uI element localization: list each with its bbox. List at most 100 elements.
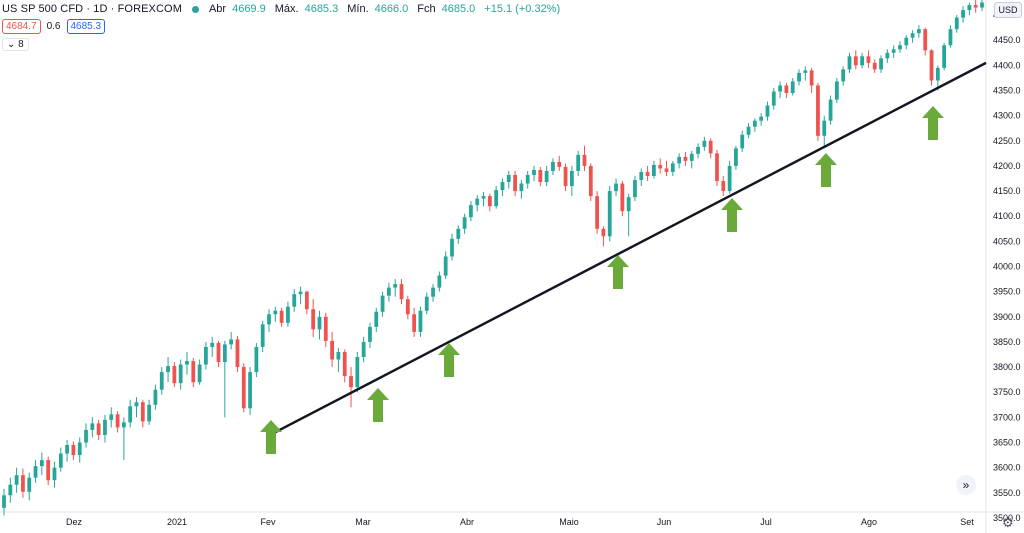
candle-body [847, 56, 852, 70]
quote-row: 4684.7 0.6 4685.3 [2, 19, 106, 34]
candle-body [279, 310, 284, 323]
up-arrow-icon [607, 255, 629, 289]
time-tick-label: Abr [460, 517, 474, 527]
up-arrow-icon [922, 106, 944, 140]
candle-body [248, 372, 252, 409]
candle-body [954, 17, 959, 30]
candle-body [948, 29, 953, 46]
time-tick-label: Set [960, 517, 974, 527]
candle-body [702, 140, 707, 147]
change-value: +15.1 (+0.32%) [484, 3, 561, 15]
candle-body [633, 180, 637, 198]
candle-body [721, 181, 726, 192]
price-tick-label: 4350.0 [993, 86, 1021, 96]
indicators-toggle[interactable]: ⌄ 8 [2, 38, 29, 51]
symbol-title[interactable]: US SP 500 CFD · 1D · FOREXCOM [2, 3, 182, 15]
candle-body [330, 340, 334, 360]
candle-body [267, 314, 271, 325]
candle-body [967, 5, 972, 11]
candle-body [437, 275, 442, 288]
price-tick-label: 4100.0 [993, 211, 1021, 221]
candle-body [683, 156, 688, 161]
buy-price-button[interactable]: 4685.3 [66, 19, 106, 34]
time-tick-label: Jul [760, 517, 772, 527]
open-value: 4669.9 [232, 3, 266, 15]
plot-area[interactable] [0, 0, 986, 512]
candle-body [431, 287, 435, 297]
candle-body [443, 256, 448, 276]
candle-body [14, 475, 19, 485]
candle-body [652, 164, 656, 176]
candle-body [121, 422, 126, 428]
price-tick-label: 3800.0 [993, 362, 1021, 372]
currency-button[interactable]: USD [994, 2, 1022, 18]
candle-body [513, 174, 517, 192]
candle-body [178, 364, 183, 384]
candle-body [241, 367, 246, 409]
candle-body [185, 361, 189, 365]
candle-body [260, 324, 265, 347]
close-value: 4685.0 [441, 3, 476, 15]
candle-body [765, 105, 770, 117]
double-chevron-right-icon[interactable]: » [956, 475, 976, 495]
candle-body [58, 453, 63, 468]
price-tick-label: 4000.0 [993, 262, 1021, 272]
candle-body [298, 291, 303, 295]
candle-body [500, 182, 505, 191]
candle-body [204, 346, 208, 365]
candle-body [582, 154, 587, 166]
sell-price-button[interactable]: 4684.7 [2, 19, 41, 34]
candle-body [8, 484, 13, 496]
candle-body [853, 56, 858, 66]
price-tick-label: 4400.0 [993, 60, 1021, 70]
candle-body [557, 161, 562, 167]
candle-body [39, 460, 44, 467]
candle-body [519, 183, 524, 192]
candle-body [172, 366, 177, 384]
candle-body [790, 81, 795, 94]
candle-body [229, 339, 234, 345]
candle-body [361, 341, 366, 358]
symbol-header: US SP 500 CFD · 1D · FOREXCOM Abr 4669.9 … [2, 3, 563, 15]
price-axis[interactable]: 3500.0 3550.0 3600.0 3650.0 3700.0 3750.0 3800… [993, 10, 1021, 523]
candle-body [52, 467, 57, 481]
candle-body [784, 85, 789, 94]
trendline[interactable] [269, 61, 987, 437]
candle-body [771, 91, 776, 106]
chevron-down-icon: ⌄ [7, 39, 16, 50]
time-axis[interactable]: Dez 2021 Fev Mar Abr Maio Jun Jul Ago Set [66, 517, 974, 527]
candle-body [336, 351, 341, 360]
candle-body [910, 33, 915, 38]
candle-body [159, 372, 164, 390]
time-tick-label: Mar [355, 517, 371, 527]
candle-body [689, 153, 694, 161]
up-arrow-icon [721, 198, 743, 232]
candle-body [65, 445, 69, 454]
candle-body [393, 284, 398, 288]
candle-body [487, 196, 492, 207]
time-tick-label: Ago [861, 517, 877, 527]
candle-body [380, 295, 385, 312]
time-tick-label: Fev [260, 517, 276, 527]
candle-body [923, 29, 928, 51]
candle-body [759, 116, 764, 121]
candle-body [115, 414, 120, 428]
high-value: 4685.3 [304, 3, 339, 15]
price-tick-label: 3700.0 [993, 412, 1021, 422]
candle-body [904, 37, 909, 46]
candle-body [166, 366, 170, 373]
candle-body [841, 69, 846, 82]
candle-body [834, 81, 839, 100]
candle-body [405, 299, 410, 315]
gear-icon[interactable]: ⚙ [1002, 515, 1014, 530]
candle-body [569, 170, 574, 187]
price-tick-label: 4300.0 [993, 111, 1021, 121]
candle-body [816, 85, 820, 136]
candle-body [222, 344, 227, 363]
spread-value: 0.6 [46, 21, 61, 32]
open-label: Abr [208, 3, 227, 15]
candle-body [147, 404, 152, 422]
candle-body [153, 389, 158, 405]
candle-body [929, 50, 934, 81]
